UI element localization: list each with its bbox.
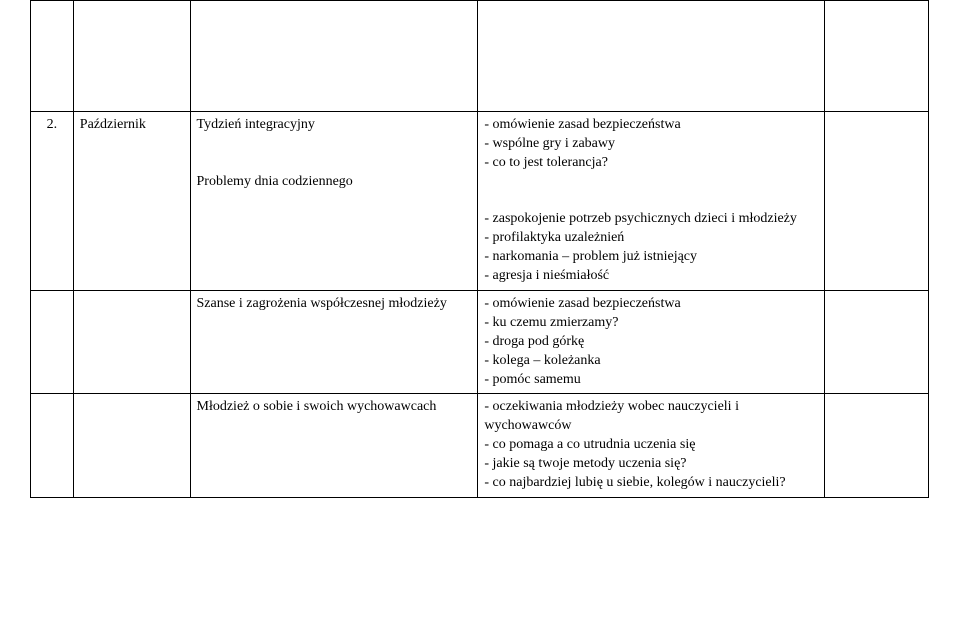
topic-cell: Tydzień integracyjny Problemy dnia codzi… — [190, 112, 478, 291]
topic-text: Problemy dnia codziennego — [197, 173, 472, 192]
topic-cell: Młodzież o sobie i swoich wychowawcach — [190, 394, 478, 497]
cell-empty — [31, 291, 74, 394]
table-row: Szanse i zagrożenia współczesnej młodzie… — [31, 291, 929, 394]
cell-empty — [73, 394, 190, 497]
topic-cell: Szanse i zagrożenia współczesnej młodzie… — [190, 291, 478, 394]
cell-empty — [190, 1, 478, 112]
row-number: 2. — [31, 112, 74, 291]
cell-empty — [825, 394, 929, 497]
curriculum-table: 2. Październik Tydzień integracyjny Prob… — [30, 0, 929, 498]
desc-cell: - oczekiwania młodzieży wobec nauczyciel… — [478, 394, 825, 497]
cell-empty — [31, 1, 74, 112]
month-cell: Październik — [73, 112, 190, 291]
table-row-spacer — [31, 1, 929, 112]
cell-empty — [478, 1, 825, 112]
cell-empty — [73, 291, 190, 394]
topic-text: Tydzień integracyjny — [197, 116, 472, 135]
cell-empty — [825, 291, 929, 394]
table-row: Młodzież o sobie i swoich wychowawcach -… — [31, 394, 929, 497]
desc-cell: - omówienie zasad bezpieczeństwa- ku cze… — [478, 291, 825, 394]
table-row: 2. Październik Tydzień integracyjny Prob… — [31, 112, 929, 291]
cell-empty — [825, 112, 929, 291]
cell-empty — [825, 1, 929, 112]
cell-empty — [31, 394, 74, 497]
cell-empty — [73, 1, 190, 112]
desc-cell: - omówienie zasad bezpieczeństwa- wspóln… — [478, 112, 825, 291]
